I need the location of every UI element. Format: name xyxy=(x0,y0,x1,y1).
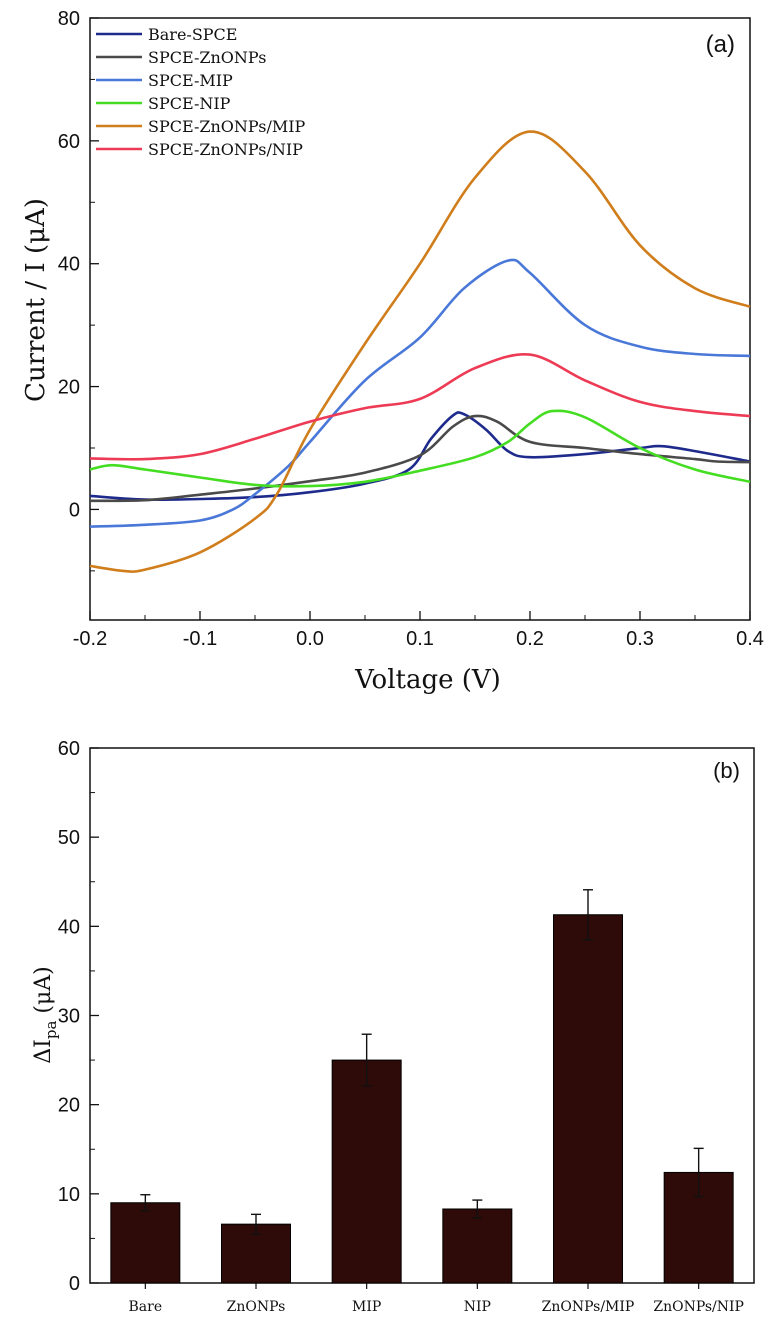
y-axis-title-sub: pa xyxy=(42,1021,60,1040)
y-axis-title-unit: (μA) xyxy=(31,966,56,1020)
x-tick-label: ZnONPs/MIP xyxy=(542,1299,635,1315)
y-tick-label: 20 xyxy=(58,377,80,399)
x-tick-label: 0.0 xyxy=(296,628,324,650)
bar xyxy=(331,1059,402,1284)
series-line-spce-nip xyxy=(89,409,751,488)
bar xyxy=(110,1202,181,1284)
plot-frame xyxy=(89,747,755,1284)
legend-label: SPCE-ZnONPs/MIP xyxy=(148,117,306,136)
series-line-spce-mip xyxy=(89,258,751,528)
bar xyxy=(442,1208,513,1284)
panel-label: (a) xyxy=(706,31,735,58)
bar xyxy=(553,914,623,1284)
x-tick-label: 0.2 xyxy=(516,628,544,650)
legend-label: Bare-SPCE xyxy=(148,25,237,44)
series-line-spce-znonps-mip xyxy=(89,130,751,573)
y-tick-label: 30 xyxy=(58,1006,80,1028)
series-lines xyxy=(89,130,751,573)
x-tick-label: MIP xyxy=(352,1299,381,1315)
x-tick-label: NIP xyxy=(464,1299,491,1315)
x-tick-label: -0.2 xyxy=(73,628,107,650)
y-axis-title: ΔIpa (μA) xyxy=(31,966,60,1063)
y-tick-label: 40 xyxy=(58,916,80,938)
x-tick-label: 0.4 xyxy=(736,628,764,650)
y-tick-label: 60 xyxy=(58,738,80,760)
axis-ticks: -0.2 -0.1 0.0 0.1 0.2 0.3 0.4 0 20 40 60 80 xyxy=(58,8,764,650)
y-tick-label: 0 xyxy=(69,499,80,521)
panel-label: (b) xyxy=(713,758,740,783)
x-tick-label: ZnONPs xyxy=(227,1299,286,1315)
series-line-spce-znonps xyxy=(89,414,751,503)
x-tick-label: -0.1 xyxy=(183,628,217,650)
y-tick-label: 0 xyxy=(69,1273,80,1295)
y-tick-label: 80 xyxy=(58,8,80,30)
y-tick-label: 60 xyxy=(58,131,80,153)
x-axis-title: Voltage (V) xyxy=(354,665,501,695)
legend-label: SPCE-ZnONPs xyxy=(148,48,266,67)
legend-label: SPCE-NIP xyxy=(148,94,231,113)
legend-label: SPCE-MIP xyxy=(148,71,233,90)
x-tick-label: ZnONPs/NIP xyxy=(653,1299,744,1315)
y-tick-label: 50 xyxy=(58,827,80,849)
line-chart-panel: -0.2 -0.1 0.0 0.1 0.2 0.3 0.4 0 20 40 60 80 Bare-SP… xyxy=(21,8,764,695)
y-axis-title-main: ΔI xyxy=(31,1039,56,1064)
bars xyxy=(110,889,734,1284)
y-tick-label: 20 xyxy=(58,1095,80,1117)
bar-chart-panel: 0 10 20 30 40 50 60 Bare ZnONPs MIP NIP ZnONPs/MIP Z… xyxy=(31,738,755,1315)
y-tick-label: 40 xyxy=(58,254,80,276)
series-line-spce-znonps-nip xyxy=(89,353,751,461)
y-tick-label: 10 xyxy=(58,1184,80,1206)
y-axis-title: Current / I (μA) xyxy=(21,198,51,402)
legend: Bare-SPCE SPCE-ZnONPs SPCE-MIP SPCE-NIP SPCE… xyxy=(96,25,306,159)
legend-label: SPCE-ZnONPs/NIP xyxy=(148,140,303,159)
x-tick-label: 0.1 xyxy=(406,628,434,650)
x-tick-label: Bare xyxy=(129,1299,163,1315)
axis-ticks: 0 10 20 30 40 50 60 Bare ZnONPs MIP NIP ZnONPs/MIP Z… xyxy=(58,738,744,1315)
x-tick-label: 0.3 xyxy=(626,628,654,650)
